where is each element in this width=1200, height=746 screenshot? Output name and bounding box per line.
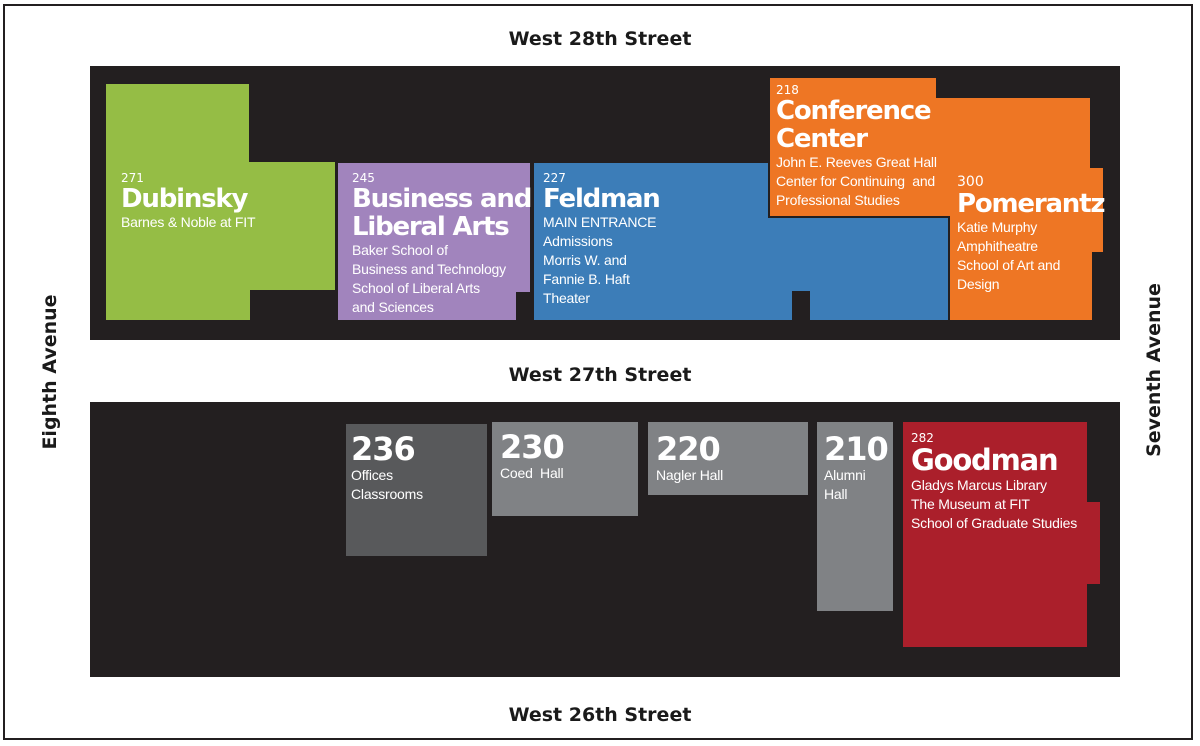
detail-line: Katie Murphy — [957, 219, 1038, 235]
building-name-pomerantz: Pomerantz — [957, 189, 1105, 219]
building-shape-236[interactable] — [346, 424, 487, 556]
detail-line: Professional Studies — [776, 192, 900, 208]
building-number-210: 210 — [824, 430, 889, 468]
building-number-conference: 218 — [776, 83, 799, 97]
detail-line: Design — [957, 276, 1000, 292]
building-label-business: 245 Business and Liberal Arts Baker Scho… — [352, 171, 532, 317]
building-shape-feldman[interactable] — [534, 163, 948, 320]
street-label-west-27th: West 27th Street — [508, 364, 692, 386]
building-label-feldman: 227 Feldman MAIN ENTRANCE Admissions Mor… — [543, 171, 661, 308]
building-shape-230[interactable] — [492, 422, 638, 516]
building-name-dubinsky: Dubinsky — [121, 184, 248, 214]
building-number-business: 245 — [352, 171, 375, 185]
building-details-business: Baker School of Business and Technology … — [352, 241, 531, 317]
building-shape-goodman[interactable] — [903, 422, 1100, 647]
detail-line: Theater — [543, 290, 590, 306]
detail-line: Offices — [351, 467, 393, 483]
detail-line: Amphitheatre — [957, 238, 1038, 254]
detail-line: John E. Reeves Great Hall — [776, 154, 937, 170]
building-label-goodman: 282 Goodman Gladys Marcus Library The Mu… — [911, 431, 1077, 533]
detail-line: Center for Continuing and — [776, 173, 936, 189]
building-details-goodman: Gladys Marcus Library The Museum at FIT … — [911, 476, 1077, 533]
building-label-236: 236 Offices Classrooms — [351, 432, 423, 504]
map-frame — [3, 4, 1193, 740]
building-details-pomerantz: Katie Murphy Amphitheatre School of Art … — [957, 218, 1104, 294]
detail-line: Fannie B. Haft — [543, 271, 630, 287]
building-details-conference: John E. Reeves Great Hall Center for Con… — [776, 153, 937, 210]
detail-line: Morris W. and — [543, 252, 627, 268]
street-label-west-28th: West 28th Street — [508, 28, 692, 50]
building-number-pomerantz: 300 — [957, 174, 984, 190]
detail-line: School of Art and — [957, 257, 1061, 273]
building-shape-210[interactable] — [817, 422, 893, 611]
detail-line: School of Graduate Studies — [911, 515, 1078, 531]
building-number-feldman: 227 — [543, 171, 566, 185]
building-name-conference-line-2: Center — [776, 124, 868, 154]
building-name-feldman: Feldman — [543, 184, 661, 214]
building-shape-dubinsky[interactable] — [106, 84, 335, 320]
detail-line: Gladys Marcus Library — [911, 477, 1047, 493]
building-label-210: 210 Alumni Hall — [824, 430, 889, 504]
building-label-dubinsky: 271 Dubinsky Barnes & Noble at FIT — [121, 171, 256, 232]
building-number-goodman: 282 — [911, 431, 934, 445]
building-name-conference-line-1: Conference — [776, 96, 932, 126]
detail-line: Baker School of — [352, 242, 448, 258]
building-number-230: 230 — [500, 428, 565, 466]
detail-line: Barnes & Noble at FIT — [121, 214, 256, 230]
building-name-business-line-2: Liberal Arts — [352, 212, 510, 242]
detail-line: Business and Technology — [352, 261, 506, 277]
building-details-236: Offices Classrooms — [351, 466, 423, 504]
building-shape-pomerantz[interactable] — [907, 98, 1103, 320]
building-details-dubinsky: Barnes & Noble at FIT — [121, 213, 256, 232]
detail-line: The Museum at FIT — [911, 496, 1030, 512]
detail-line: MAIN ENTRANCE — [543, 214, 657, 230]
building-details-230: Coed Hall — [500, 464, 564, 483]
building-label-230: 230 Coed Hall — [500, 428, 565, 483]
detail-line: Admissions — [543, 233, 613, 249]
building-details-feldman: MAIN ENTRANCE Admissions Morris W. and F… — [543, 213, 660, 308]
detail-line: and Sciences — [352, 299, 434, 315]
building-details-210: Alumni Hall — [824, 466, 888, 504]
building-name-goodman: Goodman — [911, 443, 1059, 477]
detail-line: Hall — [824, 486, 848, 502]
building-label-conference: 218 Conference Center John E. Reeves Gre… — [776, 83, 937, 210]
building-shape-conference[interactable] — [770, 78, 936, 216]
building-shape-business[interactable] — [338, 163, 530, 320]
building-label-pomerantz: 300 Pomerantz Katie Murphy Amphitheatre … — [957, 174, 1105, 294]
building-name-business-line-1: Business and — [352, 184, 532, 214]
building-number-dubinsky: 271 — [121, 171, 144, 185]
building-details-220: Nagler Hall — [656, 466, 723, 485]
detail-line: Alumni — [824, 467, 866, 483]
building-shape-220[interactable] — [648, 422, 808, 495]
building-number-220: 220 — [656, 430, 721, 468]
detail-line: School of Liberal Arts — [352, 280, 480, 296]
building-label-220: 220 Nagler Hall — [656, 432, 723, 485]
street-label-west-26th: West 26th Street — [508, 704, 692, 726]
detail-line: Coed Hall — [500, 465, 564, 481]
detail-line: Classrooms — [351, 486, 423, 502]
building-number-236: 236 — [351, 430, 416, 468]
detail-line: Nagler Hall — [656, 467, 724, 483]
